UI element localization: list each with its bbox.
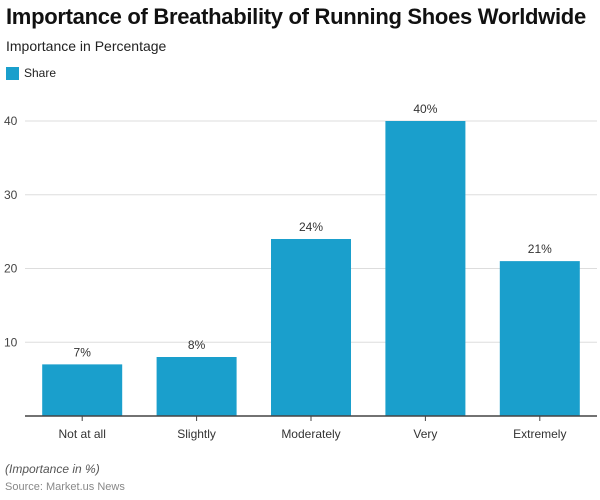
x-tick-label: Moderately (281, 427, 340, 441)
bar (271, 239, 351, 416)
x-tick-label: Slightly (177, 427, 216, 441)
chart-title: Importance of Breathability of Running S… (6, 4, 586, 29)
x-tick-label: Extremely (513, 427, 566, 441)
chart-note: (Importance in %) (5, 462, 100, 476)
y-tick-label: 40 (4, 114, 18, 128)
data-label: 8% (188, 338, 206, 352)
x-tick-label: Very (413, 427, 437, 441)
bar (156, 357, 237, 416)
y-tick-label: 10 (4, 335, 18, 349)
bar (42, 364, 123, 416)
data-label: 7% (74, 345, 92, 359)
data-label: 24% (299, 220, 323, 234)
chart-source: Source: Market.us News (5, 481, 125, 493)
x-tick-label: Not at all (59, 427, 106, 441)
legend-label: Share (24, 66, 57, 80)
data-label: 40% (413, 102, 437, 116)
data-label: 21% (528, 242, 552, 256)
chart-subtitle: Importance in Percentage (6, 38, 167, 54)
bar (499, 261, 580, 416)
legend: Share (6, 66, 56, 80)
bar (385, 121, 466, 416)
y-tick-label: 20 (4, 262, 18, 276)
y-tick-label: 30 (4, 188, 18, 202)
legend-swatch (6, 66, 19, 80)
